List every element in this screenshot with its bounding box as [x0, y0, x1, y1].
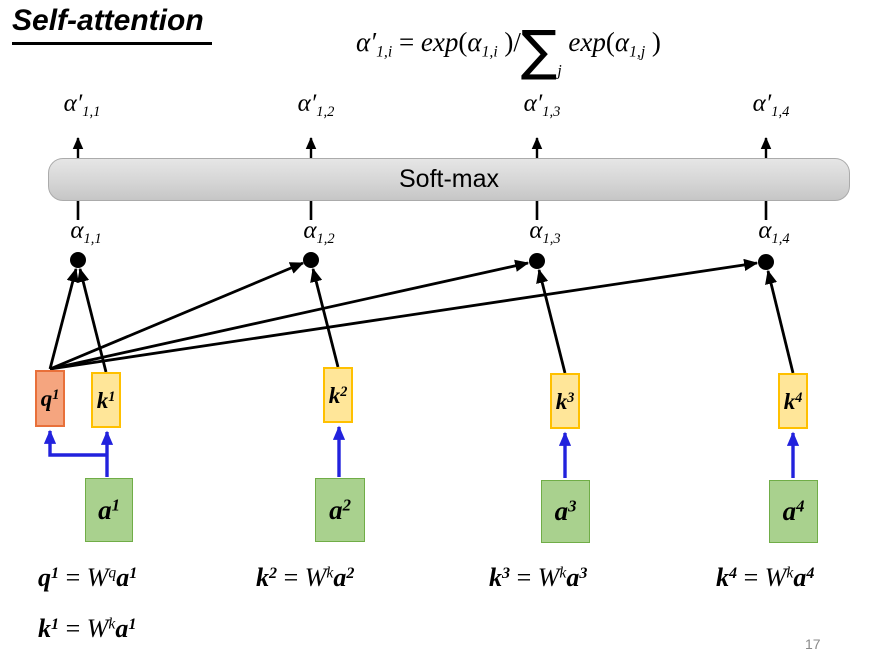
- alpha-prime-label-1: α′1,1: [63, 90, 101, 121]
- attention-dots: [70, 252, 774, 270]
- k4-box: k4: [778, 373, 808, 429]
- k3-to-alpha13-line: [536, 268, 567, 374]
- key-attention-lines: [77, 267, 795, 374]
- k4-box-label: k4: [783, 388, 803, 414]
- page-title: Self-attention: [12, 4, 212, 45]
- alpha-label-1: α1,1: [70, 217, 102, 248]
- page-number: 17: [805, 636, 821, 652]
- a4-box-label: a4: [782, 496, 805, 526]
- equation-k3: k3 = Wka3: [489, 563, 588, 592]
- softmax-bar: Soft-max: [48, 158, 850, 201]
- a2-box: a2: [315, 478, 365, 542]
- q1-box: q1: [35, 370, 65, 427]
- alpha-dot-3: [529, 253, 545, 269]
- query-attention-lines: [48, 258, 759, 371]
- k3-box: k3: [550, 373, 580, 429]
- k1-to-alpha11-line: [77, 267, 108, 373]
- k1-box-label: k1: [96, 387, 116, 413]
- q1-to-alpha11-line: [48, 267, 79, 370]
- alpha-dot-4: [758, 254, 774, 270]
- a1-box: a1: [85, 478, 133, 542]
- alpha-prime-label-4: α′1,4: [752, 90, 790, 121]
- alpha-prime-label-2: α′1,2: [297, 90, 335, 121]
- softmax-formula: α′1,i = exp(α1,i )/∑j exp(α1,j ): [356, 18, 661, 82]
- k2-to-alpha12-line: [310, 267, 340, 368]
- q1-to-alpha12-line: [49, 261, 305, 371]
- alpha-dot-1: [70, 252, 86, 268]
- q1-box-label: q1: [40, 386, 60, 411]
- a4-box: a4: [769, 480, 818, 543]
- k4-to-alpha14-line: [765, 269, 795, 374]
- k3-box-label: k3: [555, 388, 575, 414]
- alpha-label-3: α1,3: [529, 217, 561, 248]
- alpha-prime-label-3: α′1,3: [523, 90, 561, 121]
- alpha-label-2: α1,2: [303, 217, 335, 248]
- a3-box-label: a3: [554, 496, 577, 526]
- softmax-label: Soft-max: [398, 165, 500, 193]
- softmax-input-stubs: [76, 199, 768, 220]
- input-projection-arrows: [43, 425, 800, 478]
- a1-to-q1-arrow: [43, 429, 107, 457]
- q1-to-alpha13-line: [49, 259, 530, 371]
- k1-box: k1: [91, 372, 121, 428]
- softmax-output-arrows: [72, 137, 772, 158]
- k2-box: k2: [323, 367, 353, 423]
- a3-box: a3: [541, 480, 590, 543]
- alpha-dot-2: [303, 252, 319, 268]
- q1-to-alpha14-line: [49, 258, 759, 371]
- equation-q1: q1 = Wqa1: [38, 563, 138, 592]
- equation-k1: k1 = Wka1: [38, 614, 137, 643]
- equation-k4: k4 = Wka4: [716, 563, 815, 592]
- a2-box-label: a2: [329, 494, 351, 525]
- k2-box-label: k2: [328, 382, 348, 408]
- a1-box-label: a1: [98, 494, 120, 525]
- alpha-label-4: α1,4: [758, 217, 790, 248]
- equation-k2: k2 = Wka2: [256, 563, 355, 592]
